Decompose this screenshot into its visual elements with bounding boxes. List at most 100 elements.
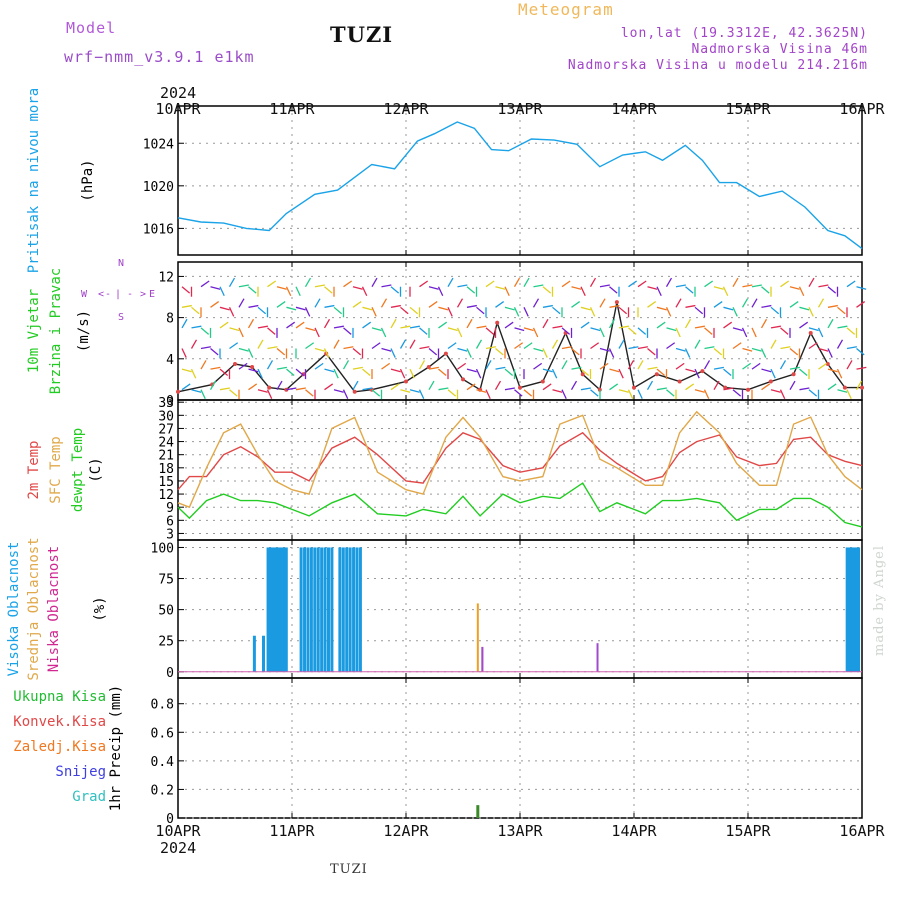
wind-speed-point: [352, 389, 357, 394]
y-axis-label: Pritisak na nivou mora: [26, 88, 42, 273]
wind-barb-arrow: [380, 327, 387, 338]
wind-barb-arrow: [248, 286, 257, 294]
wind-barb-arrow: [314, 362, 324, 370]
wind-barb-arrow: [723, 306, 734, 311]
wind-barb-arrow: [684, 318, 692, 329]
x-date-label: 13APR: [497, 822, 543, 840]
wind-barb-arrow: [381, 347, 392, 352]
wind-barb-arrow: [314, 298, 321, 308]
x-date-label: 12APR: [383, 822, 429, 840]
wind-barb-arrow: [571, 348, 580, 356]
wind-barb-arrow: [846, 389, 852, 400]
cloud-bar-0: [282, 547, 286, 672]
wind-barb-arrow: [656, 286, 662, 297]
wind-barb-arrow: [836, 368, 843, 379]
wind-barb-arrow: [647, 366, 658, 370]
wind-barb-arrow: [324, 383, 334, 391]
wind-barb-arrow: [533, 347, 544, 352]
wind-barb-arrow: [580, 286, 586, 297]
cloud-bar-0: [320, 547, 324, 672]
wind-barb-arrow: [466, 304, 477, 308]
wind-barb-arrow: [371, 389, 381, 397]
compass-label: |: [115, 289, 121, 300]
wind-barb-arrow: [266, 389, 273, 400]
wind-speed-point: [700, 369, 705, 374]
cloud-bar-0: [348, 547, 352, 672]
wind-barb-arrow: [466, 348, 472, 358]
wind-barb-arrow: [371, 277, 378, 288]
wind-barb-arrow: [456, 298, 464, 308]
y-axis-label: 2m Temp: [26, 440, 42, 499]
footer-station: TUZI: [330, 862, 368, 877]
wind-barb-arrow: [780, 280, 790, 288]
wind-barb-arrow: [305, 327, 316, 332]
wind-barb-arrow: [276, 380, 283, 391]
wind-barb-arrow: [276, 348, 286, 356]
cloud-bar-0: [275, 547, 279, 672]
wind-barb-arrow: [200, 327, 210, 335]
wind-barb-arrow: [627, 360, 635, 370]
x-date-label: 16APR: [839, 100, 885, 118]
wind-barb-arrow: [637, 346, 648, 350]
wind-barb-arrow: [466, 368, 477, 373]
model-elevation-info: Nadmorska Visina u modelu 214.216m: [567, 58, 868, 73]
wind-barb-arrow: [438, 368, 447, 377]
wind-barb-arrow: [323, 348, 330, 358]
wind-barb-arrow: [352, 286, 363, 290]
wind-barb-arrow: [817, 327, 824, 338]
y-axis-label: Visoka Oblacnost: [6, 542, 22, 677]
wind-barb-arrow: [665, 277, 673, 288]
wind-barb-arrow: [761, 286, 770, 294]
wind-barb-arrow: [333, 339, 340, 349]
wind-barb-arrow: [381, 362, 391, 370]
cloud-bar-0: [341, 547, 345, 672]
wind-barb-arrow: [647, 301, 657, 308]
wind-barb-arrow: [523, 277, 530, 288]
wind-barb-arrow: [466, 286, 476, 294]
wind-barb-arrow: [799, 306, 810, 311]
wind-barb-arrow: [285, 286, 292, 297]
y-tick-label: 9: [166, 501, 174, 516]
wind-barb-arrow: [741, 327, 748, 338]
wind-barb-arrow: [181, 368, 192, 373]
wind-barb-arrow: [305, 389, 314, 397]
wind-barb-arrow: [694, 389, 705, 393]
compass-label: -: [127, 289, 133, 300]
wind-barb-arrow: [703, 360, 711, 370]
wind-barb-arrow: [799, 368, 808, 377]
wind-barb-arrow: [257, 325, 268, 329]
wind-barb-arrow: [314, 347, 325, 352]
y-tick-label: 25: [158, 635, 174, 650]
y-tick-label: 18: [158, 462, 174, 477]
wind-barb-arrow: [561, 389, 567, 400]
wind-barb-arrow: [628, 280, 638, 288]
cloud-bar-0: [355, 547, 359, 672]
x-date-label: 15APR: [725, 822, 771, 840]
wind-barb-arrow: [181, 348, 187, 358]
wind-barb-arrow: [599, 284, 610, 288]
wind-speed-point: [842, 385, 847, 390]
wind-barb-arrow: [457, 347, 468, 352]
wind-speed-point: [461, 377, 465, 382]
wind-barb-arrow: [571, 366, 582, 370]
cloud-bar-0: [352, 547, 356, 672]
wind-barb-arrow: [267, 280, 277, 288]
wind-barb-arrow: [371, 307, 377, 317]
wind-barb-arrow: [390, 383, 400, 391]
wind-barb-arrow: [571, 301, 581, 308]
wind-barb-arrow: [751, 298, 758, 308]
wind-barb-arrow: [238, 284, 249, 288]
wind-barb-arrow: [466, 318, 473, 329]
wind-barb-arrow: [428, 380, 435, 391]
wind-barb-arrow: [523, 307, 529, 317]
wind-barb-arrow: [314, 284, 325, 288]
cloud-bar-0: [852, 547, 856, 672]
wind-barb-arrow: [219, 321, 229, 329]
cloud-bar-0: [313, 547, 317, 672]
wind-barb-arrow: [181, 318, 188, 329]
x-year-label: 2024: [160, 84, 196, 102]
wind-barb-arrow: [447, 327, 458, 332]
wind-barb-arrow: [304, 307, 311, 317]
cloud-bar-0: [358, 547, 362, 672]
series-line-wind-0: [177, 302, 862, 393]
